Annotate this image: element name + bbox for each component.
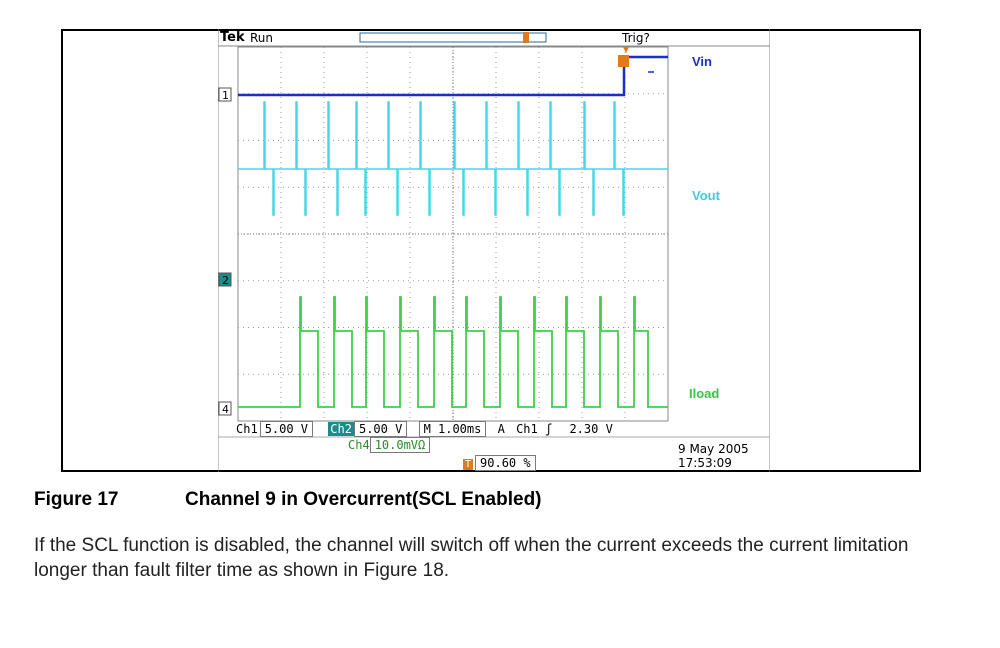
- trigger-source: Ch1: [516, 422, 538, 436]
- marker-ch4-text: 4: [222, 403, 229, 416]
- oscilloscope-screen: 1 2 4: [218, 29, 770, 472]
- trigger-status: Trig?: [622, 31, 650, 45]
- ch2-name: Ch2: [328, 422, 354, 436]
- marker-ch1-text: 1: [222, 89, 229, 102]
- label-vout: Vout: [692, 188, 720, 203]
- figure-caption: Figure 17 Channel 9 in Overcurrent(SCL En…: [34, 489, 542, 511]
- timestamp: 9 May 2005 17:53:09: [678, 442, 749, 470]
- figure-title: Channel 9 in Overcurrent(SCL Enabled): [185, 489, 542, 510]
- label-vin: Vin: [692, 54, 712, 69]
- timebase: M 1.00ms: [418, 421, 487, 437]
- figure-number: Figure 17: [34, 489, 119, 510]
- trigger-slope-icon: ʃ: [544, 422, 553, 436]
- time-text: 17:53:09: [678, 456, 732, 470]
- date-text: 9 May 2005: [678, 442, 749, 456]
- trigger-arrow-icon: [623, 47, 629, 53]
- record-bar: [359, 32, 547, 43]
- trace-iload: [238, 296, 668, 408]
- trigger-marker-icon: T: [463, 459, 474, 470]
- readout-row1: Ch1 5.00 V Ch2 5.00 V M 1.00ms A Ch1 ʃ 2.3…: [236, 421, 613, 437]
- run-status: Run: [250, 31, 274, 45]
- marker-ch2-text: 2: [222, 274, 229, 287]
- trigger-mode: A: [497, 422, 505, 436]
- brand-logo: Tek: [220, 30, 245, 45]
- trace-vout: [238, 101, 668, 216]
- ch1-scale: 5.00 V: [259, 421, 314, 437]
- trigger-level: 2.30 V: [569, 422, 613, 436]
- ch2-scale: 5.00 V: [353, 421, 408, 437]
- marker-ch2: [218, 272, 232, 287]
- ch1-name: Ch1: [236, 422, 258, 436]
- trigger-position: 90.60 %: [475, 455, 536, 471]
- trigger-marker-icon: [618, 55, 629, 67]
- trace-vin: [238, 55, 668, 97]
- marker-ch4: [218, 401, 232, 416]
- ch4-name: Ch4: [348, 438, 370, 452]
- ch4-scale: 10.0mVΩ: [369, 437, 431, 453]
- record-trigger-marker: [523, 32, 529, 43]
- marker-ch1: [218, 87, 232, 102]
- body-paragraph: If the SCL function is disabled, the cha…: [34, 535, 909, 581]
- readout-row2: Ch4 10.0mVΩ: [348, 437, 431, 453]
- trigger-position-readout: T 90.60 %: [463, 455, 536, 471]
- oscilloscope-plot: 1 2 4: [218, 29, 770, 472]
- label-iload: Iload: [689, 386, 720, 401]
- figure-frame: [61, 29, 921, 472]
